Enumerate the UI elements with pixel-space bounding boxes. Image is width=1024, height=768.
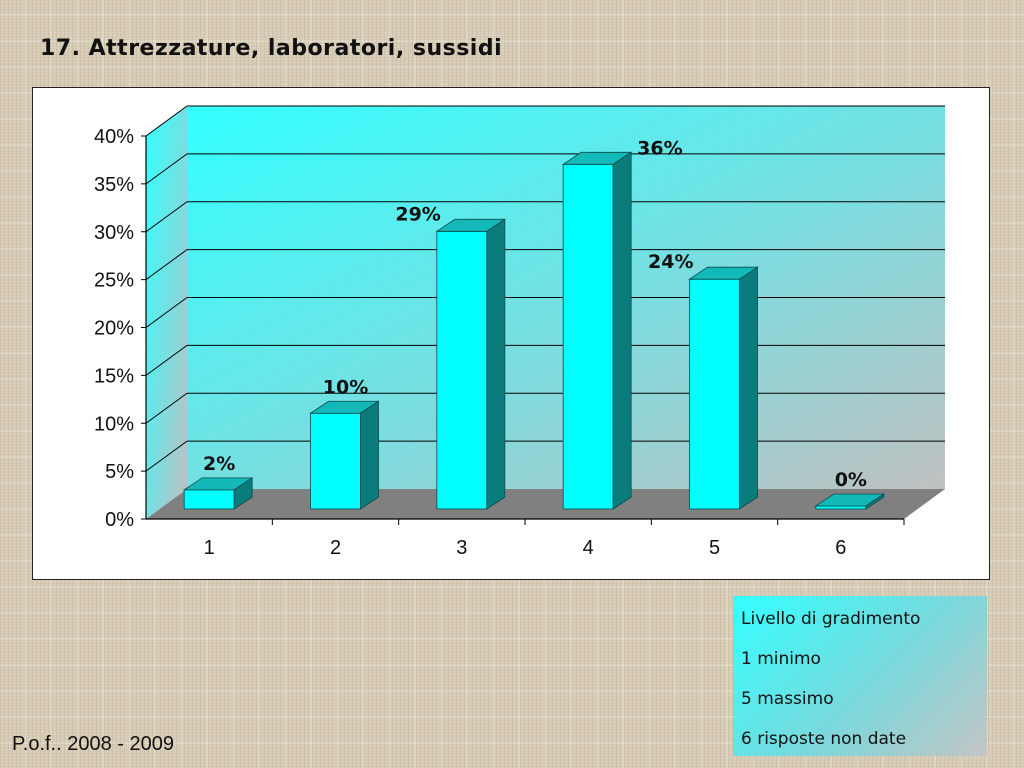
- gridline-side: [145, 392, 188, 424]
- bar: [815, 505, 867, 510]
- legend-title: Livello di gradimento: [741, 609, 921, 629]
- gridline-side: [145, 297, 188, 328]
- legend-item-min: 1 minimo: [741, 649, 821, 669]
- data-label: 29%: [395, 203, 440, 225]
- x-tick-label: 4: [583, 537, 594, 559]
- gridline-side: [145, 249, 188, 281]
- bar: [562, 163, 614, 510]
- chart-frame: 0% 5% 10% 15% 20% 25% 30% 35% 40% 2% 1 10% 2 29% 3 36% 4…: [32, 87, 990, 580]
- bar: [310, 412, 361, 510]
- bar-side: [233, 477, 253, 510]
- x-tick-label: 6: [835, 537, 846, 559]
- y-tick-label: 15%: [94, 365, 134, 387]
- gridline-side: [145, 201, 188, 233]
- gridline-side: [145, 153, 188, 185]
- legend-box: Livello di gradimento 1 minimo 5 massimo…: [733, 596, 987, 756]
- gridline-side: [145, 344, 188, 376]
- bar-chart: 0%5%10%15%20%25%30%35%40%2%110%229%336%4…: [94, 105, 945, 559]
- x-tick-label: 2: [330, 537, 341, 559]
- bar-side: [865, 493, 885, 510]
- data-label: 10%: [323, 376, 368, 398]
- gridline-side: [145, 440, 188, 472]
- y-tick-label: 30%: [94, 222, 134, 244]
- x-tick-label: 1: [204, 537, 215, 559]
- y-tick-label: 5%: [105, 461, 134, 483]
- gridline-side: [145, 105, 188, 137]
- bar: [436, 230, 488, 510]
- footer-text: P.o.f.. 2008 - 2009: [12, 733, 174, 755]
- x-tick-label: 3: [456, 537, 467, 559]
- bar-side: [739, 266, 758, 510]
- bar-side: [486, 218, 506, 510]
- y-tick-label: 0%: [105, 509, 134, 531]
- y-tick-label: 25%: [94, 270, 134, 292]
- legend-item-max: 5 massimo: [741, 689, 834, 709]
- data-label: 36%: [637, 137, 682, 159]
- legend-item-no-answer: 6 risposte non date: [741, 729, 907, 749]
- data-label: 2%: [203, 453, 235, 475]
- data-label: 24%: [648, 251, 693, 273]
- bar: [183, 489, 235, 510]
- x-tick-label: 5: [709, 537, 720, 559]
- data-label: 0%: [835, 469, 867, 491]
- y-tick-label: 10%: [94, 413, 134, 435]
- y-tick-label: 35%: [94, 174, 134, 196]
- y-tick-label: 20%: [94, 318, 134, 340]
- bar-side: [360, 400, 379, 510]
- bar: [689, 278, 740, 510]
- bar-side: [612, 151, 632, 510]
- y-tick-label: 40%: [94, 126, 134, 148]
- slide-title: 17. Attrezzature, laboratori, sussidi: [40, 36, 503, 61]
